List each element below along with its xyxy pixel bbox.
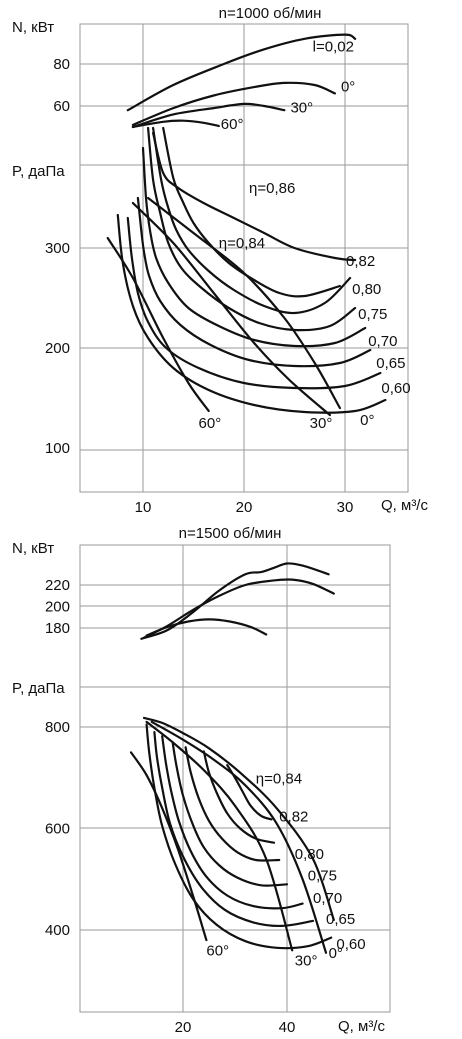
power-tick-label: 180	[45, 620, 70, 637]
efficiency-curve-0-65	[153, 731, 315, 928]
blade-angle-curve-0	[147, 196, 341, 410]
blade-angle-curve-60	[129, 751, 208, 942]
efficiency-label: 0,65	[326, 911, 355, 928]
power-curve-l0-02	[126, 33, 357, 112]
x-axis-label: Q, м³/с	[338, 1018, 385, 1035]
power-axis-label: N, кВт	[12, 19, 54, 36]
blade-angle-curve-0	[150, 720, 328, 954]
efficiency-label: 0,75	[308, 867, 337, 884]
blade-angle-label: 0°	[360, 412, 374, 429]
power-curve-label: 30°	[290, 99, 313, 116]
x-axis-label: Q, м³/с	[381, 497, 428, 514]
efficiency-label: η=0,86	[249, 180, 295, 197]
chart-title: n=1000 об/мин	[219, 5, 322, 22]
blade-angle-label: 30°	[310, 415, 333, 432]
blade-angle-label: 30°	[295, 953, 318, 970]
pressure-tick-label: 800	[45, 719, 70, 736]
efficiency-label: 0,65	[376, 355, 405, 372]
efficiency-label: 0,75	[358, 306, 387, 323]
efficiency-label: 0,80	[295, 846, 324, 863]
blade-angle-curve-30	[145, 720, 294, 952]
efficiency-label: 0,82	[346, 253, 375, 270]
pressure-tick-label: 600	[45, 821, 70, 838]
power-curve-30	[142, 578, 335, 639]
pressure-tick-label: 300	[45, 240, 70, 257]
power-tick-label: 80	[53, 56, 70, 73]
efficiency-curve-0-84	[162, 126, 341, 298]
efficiency-curve-0-75	[141, 146, 367, 348]
efficiency-label: 0,70	[313, 890, 342, 907]
plot-frame	[79, 544, 391, 1013]
blade-angle-curve-x	[142, 716, 335, 921]
blade-angle-label: 0°	[329, 945, 343, 962]
blade-angle-label: 60°	[199, 415, 222, 432]
power-axis-label: N, кВт	[12, 540, 54, 557]
power-curve-0	[140, 562, 330, 640]
efficiency-label: 0,60	[336, 936, 365, 953]
x-tick-label: 20	[175, 1019, 192, 1036]
efficiency-curve-0-86	[152, 131, 357, 262]
x-tick-label: 20	[236, 499, 253, 516]
power-tick-label: 220	[45, 577, 70, 594]
power-curve-60	[131, 119, 220, 129]
blade-angle-label: 60°	[206, 942, 229, 959]
pressure-tick-label: 100	[45, 440, 70, 457]
blade-angle-curve-30	[131, 201, 331, 417]
efficiency-label: 0,82	[279, 808, 308, 825]
power-curve-label: 0°	[341, 78, 355, 95]
efficiency-label: 0,70	[368, 333, 397, 350]
x-tick-label: 30	[337, 499, 354, 516]
efficiency-label: η=0,84	[219, 235, 265, 252]
pressure-tick-label: 400	[45, 922, 70, 939]
pressure-tick-label: 200	[45, 340, 70, 357]
efficiency-curve-0-65	[126, 216, 382, 390]
power-curve-label: 60°	[221, 116, 244, 133]
pressure-axis-label: P, даПа	[12, 163, 65, 180]
power-curve-60	[145, 618, 268, 637]
blade-angle-curve-60	[106, 236, 210, 413]
power-curve-label: l=0,02	[313, 38, 354, 55]
power-curve-0	[131, 81, 336, 126]
efficiency-curve-0-70	[136, 196, 372, 368]
efficiency-curve-0-80	[147, 126, 357, 332]
efficiency-curve-0-80	[184, 746, 281, 862]
chart-n1000: n=1000 об/мин N, кВт P, даПа Q, м³/с 10 2…	[12, 5, 428, 516]
chart-title: n=1500 об/мин	[179, 525, 282, 542]
efficiency-curve-0-82	[152, 126, 352, 315]
power-curve-30	[131, 102, 286, 129]
x-tick-label: 40	[279, 1019, 296, 1036]
efficiency-label: 0,60	[381, 380, 410, 397]
power-tick-label: 200	[45, 599, 70, 616]
efficiency-label: 0,80	[352, 281, 381, 298]
power-tick-label: 60	[53, 98, 70, 115]
efficiency-label: η=0,84	[256, 770, 302, 787]
chart-n1500: n=1500 об/мин N, кВт P, даПа Q, м³/с 20 4…	[12, 525, 391, 1036]
x-tick-label: 10	[135, 499, 152, 516]
efficiency-curve-0-60	[116, 213, 387, 414]
efficiency-curve-0-75	[171, 741, 289, 887]
efficiency-curve-0-70	[161, 735, 304, 910]
pressure-axis-label: P, даПа	[12, 680, 65, 697]
